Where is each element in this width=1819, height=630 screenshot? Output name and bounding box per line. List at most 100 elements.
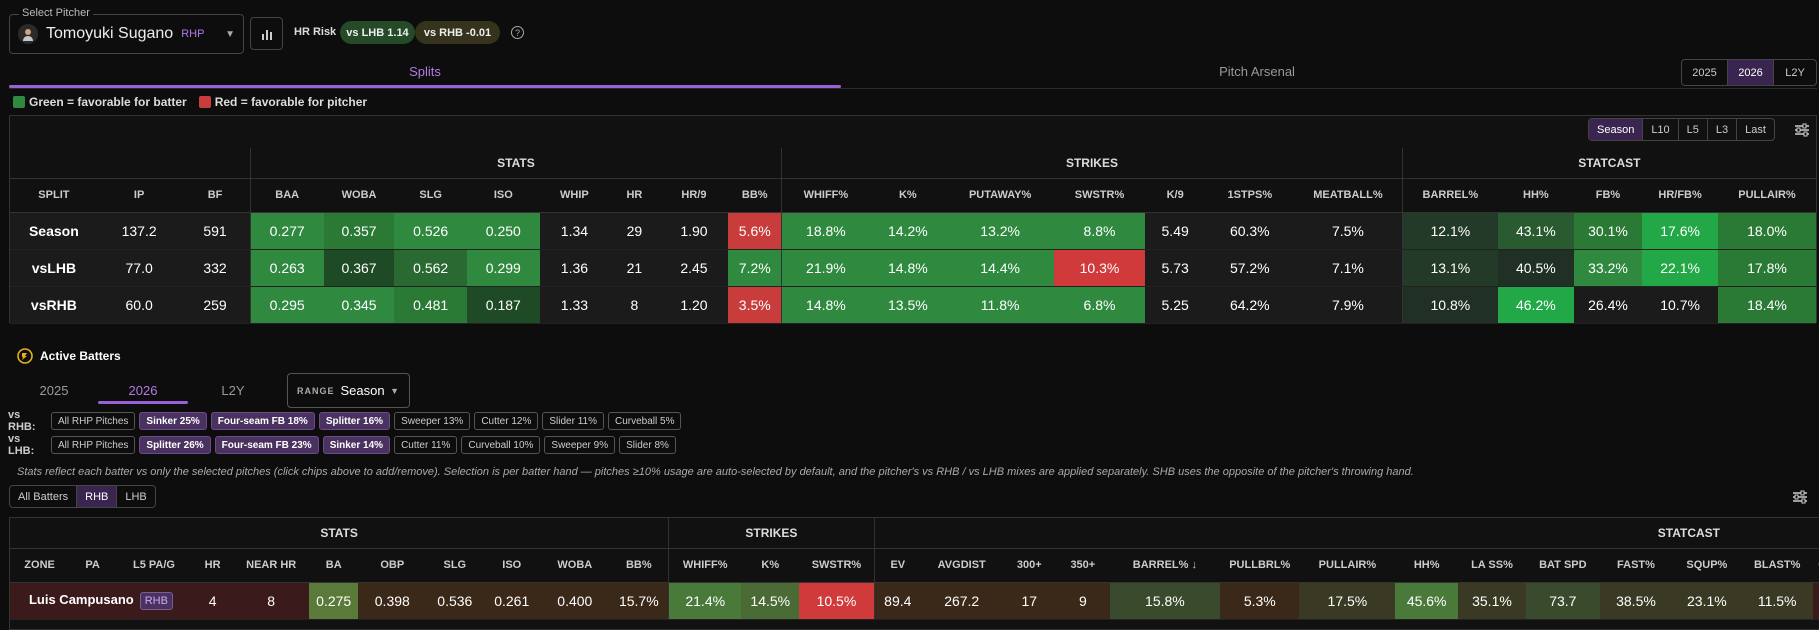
column-header[interactable]: PULLAIR%	[1717, 178, 1816, 213]
pitch-chip[interactable]: Splitter 26%	[139, 436, 211, 454]
table-cell: 23.1%	[1672, 582, 1742, 620]
column-header[interactable]: PA	[69, 548, 117, 583]
settings-sliders-icon[interactable]	[1792, 489, 1808, 505]
table-cell: 21	[609, 249, 660, 287]
column-header[interactable]: HR/FB%	[1642, 178, 1718, 213]
column-header[interactable]: WHIFF%	[781, 178, 870, 213]
pitch-chip[interactable]: Cutter 11%	[394, 436, 458, 454]
table-cell: 73.7	[1526, 582, 1600, 620]
column-header[interactable]: OBP	[358, 548, 427, 583]
table-row[interactable]: Luis Campusano RHB 4 8 0.275 0.398 0.536 0.261 0…	[10, 582, 1819, 620]
batters-year-tab[interactable]: 2026	[128, 383, 158, 398]
column-header[interactable]: BF	[180, 178, 251, 213]
pitch-chip[interactable]: Cutter 12%	[474, 412, 539, 430]
column-header[interactable]: BA	[309, 548, 359, 583]
pitcher-select[interactable]: Select Pitcher Tomoyuki Sugano RHP ▼	[9, 7, 244, 54]
column-header[interactable]: 300+	[1002, 548, 1057, 583]
pitch-chip[interactable]: Four-seam FB 18%	[210, 412, 315, 430]
pitch-chip[interactable]: Sweeper 9%	[544, 436, 616, 454]
column-header[interactable]: MEATBALL%	[1294, 178, 1403, 213]
range-value: Season	[340, 383, 385, 398]
column-header[interactable]: BB%	[728, 178, 782, 213]
column-header[interactable]: L5 PA/G	[116, 548, 192, 583]
column-header[interactable]: ISO	[483, 548, 541, 583]
tab-splits[interactable]: Splits	[409, 64, 441, 79]
column-header[interactable]: PUTAWAY%	[946, 178, 1055, 213]
column-header[interactable]: HH%	[1498, 178, 1574, 213]
column-header[interactable]: HR	[191, 548, 234, 583]
pitch-chip[interactable]: All RHP Pitches	[51, 412, 136, 430]
column-header[interactable]: PULLBRL%	[1220, 548, 1300, 583]
range-option[interactable]: L3	[1708, 119, 1738, 140]
column-header[interactable]: FAST%	[1599, 548, 1673, 583]
column-header[interactable]: CO	[1812, 548, 1819, 583]
help-icon[interactable]: ?	[511, 26, 524, 39]
column-header[interactable]: WHIFF%	[668, 548, 742, 583]
column-header[interactable]: SQUP%	[1672, 548, 1742, 583]
pitch-chip[interactable]: Four-seam FB 23%	[214, 436, 319, 454]
batters-year-tab[interactable]: 2025	[39, 383, 69, 398]
filter-all-batters[interactable]: All Batters	[10, 486, 78, 507]
splits-group-header: STATS STRIKES STATCAST	[10, 148, 1816, 179]
column-header[interactable]: K%	[869, 178, 947, 213]
column-header[interactable]: SLG	[394, 178, 467, 213]
tab-active-indicator	[9, 85, 841, 88]
filter-rhb[interactable]: RHB	[77, 486, 118, 507]
pitch-chip[interactable]: Splitter 16%	[318, 412, 391, 430]
splits-table: STATS STRIKES STATCAST SPLIT IP BF BAA WOBA S…	[10, 148, 1816, 324]
pitch-chip[interactable]: All RHP Pitches	[51, 436, 136, 454]
settings-sliders-icon[interactable]	[1794, 122, 1810, 138]
column-header[interactable]: SWSTR%	[1054, 178, 1145, 213]
column-header[interactable]: FB%	[1573, 178, 1643, 213]
pitch-chip[interactable]: Sinker 14%	[322, 436, 391, 454]
range-option[interactable]: Season	[1589, 119, 1644, 140]
chart-button[interactable]	[250, 17, 283, 50]
column-header[interactable]: WOBA	[323, 178, 395, 213]
column-header[interactable]: 350+	[1056, 548, 1110, 583]
column-header[interactable]: ISO	[466, 178, 540, 213]
year-option[interactable]: 2025	[1682, 60, 1728, 85]
column-header[interactable]: ZONE	[10, 548, 70, 583]
year-option[interactable]: L2Y	[1785, 66, 1805, 79]
batter-name-cell[interactable]: Luis Campusano RHB	[10, 582, 192, 620]
pitch-chip[interactable]: Sinker 25%	[139, 412, 207, 430]
column-header[interactable]: AVGDIST	[920, 548, 1003, 583]
column-header[interactable]: SLG	[426, 548, 484, 583]
column-header[interactable]: HH%	[1395, 548, 1458, 583]
year-option[interactable]: 2026	[1728, 60, 1774, 85]
column-header[interactable]: BB%	[609, 548, 669, 583]
table-cell: 43.1%	[1498, 212, 1574, 250]
pitch-chip[interactable]: Curveball 10%	[461, 436, 541, 454]
column-header[interactable]: K%	[741, 548, 800, 583]
column-header[interactable]: 1STPS%	[1205, 178, 1295, 213]
column-header[interactable]: IP	[97, 178, 181, 213]
range-option[interactable]: L5	[1679, 119, 1708, 140]
column-header[interactable]: PULLAIR%	[1299, 548, 1396, 583]
column-header[interactable]: K/9	[1144, 178, 1206, 213]
tab-pitch-arsenal[interactable]: Pitch Arsenal	[1219, 64, 1295, 79]
column-header[interactable]: EV	[873, 548, 921, 583]
range-select[interactable]: RANGE Season ▼	[287, 373, 410, 408]
column-header[interactable]: WHIP	[539, 178, 610, 213]
column-header[interactable]: BAA	[249, 178, 324, 213]
column-header[interactable]: BARREL%	[1401, 178, 1499, 213]
batters-year-tab[interactable]: L2Y	[221, 383, 245, 398]
column-header[interactable]: HR	[609, 178, 660, 213]
column-header[interactable]: HR/9	[659, 178, 729, 213]
column-header[interactable]: LA SS%	[1457, 548, 1527, 583]
column-header[interactable]: SPLIT	[10, 178, 98, 213]
pitch-chip[interactable]: Sweeper 13%	[394, 412, 471, 430]
pitch-chip[interactable]: Slider 11%	[542, 412, 604, 430]
pitch-chip[interactable]: Slider 8%	[619, 436, 676, 454]
range-option[interactable]: Last	[1745, 123, 1766, 136]
range-option[interactable]: L10	[1643, 119, 1679, 140]
column-header[interactable]: BLAST%	[1741, 548, 1813, 583]
column-header[interactable]: SWSTR%	[799, 548, 875, 583]
column-header[interactable]: BAT SPD	[1526, 548, 1600, 583]
batter-name[interactable]: Luis Campusano	[28, 592, 134, 608]
filter-lhb[interactable]: LHB	[125, 490, 147, 503]
column-header[interactable]: WOBA	[540, 548, 610, 583]
column-header[interactable]: NEAR HR	[233, 548, 310, 583]
column-header[interactable]: BARREL% ↓	[1109, 548, 1221, 583]
pitch-chip[interactable]: Curveball 5%	[607, 412, 682, 430]
